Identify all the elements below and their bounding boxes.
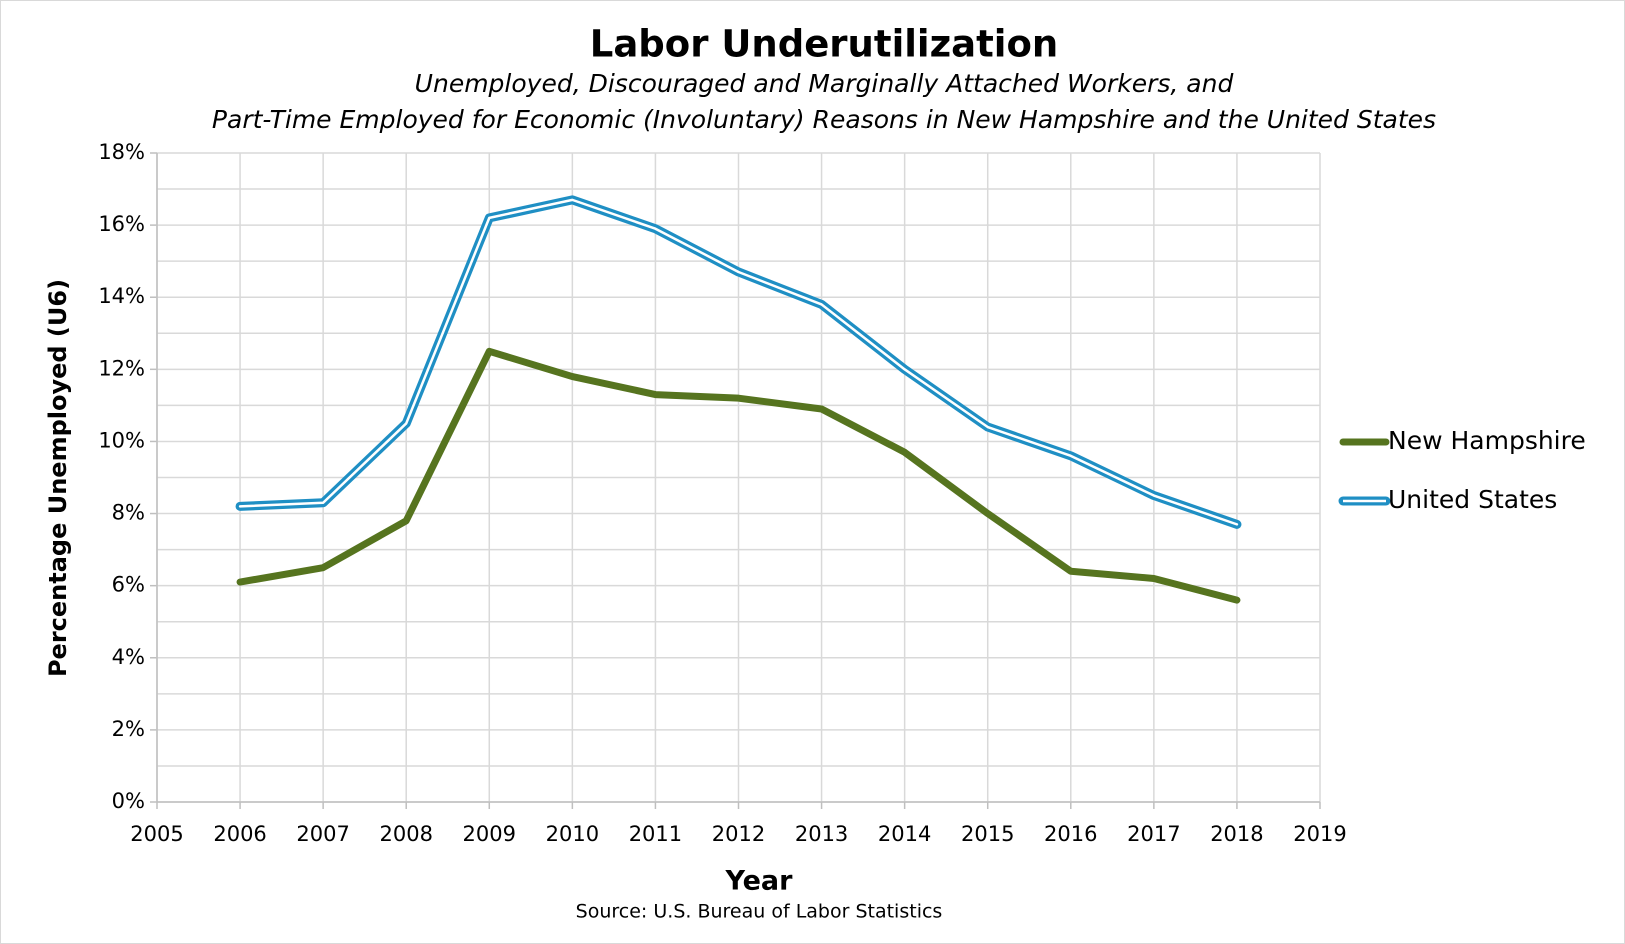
x-tick-label: 2005 [130, 822, 183, 846]
chart-title: Labor Underutilization [590, 23, 1059, 66]
x-tick-label: 2013 [795, 822, 848, 846]
y-tick-label: 4% [112, 645, 145, 669]
y-tick-label: 14% [98, 284, 145, 308]
x-tick-label: 2009 [463, 822, 516, 846]
x-tick-label: 2017 [1127, 822, 1180, 846]
x-tick-label: 2008 [379, 822, 432, 846]
chart-subtitle: Unemployed, Discouraged and Marginally A… [415, 69, 1234, 98]
y-axis-label: Percentage Unemployed (U6) [44, 279, 72, 677]
x-tick-label: 2018 [1210, 822, 1263, 846]
x-tick-label: 2014 [878, 822, 931, 846]
x-axis-label: Year [725, 866, 794, 897]
source-note: Source: U.S. Bureau of Labor Statistics [576, 901, 943, 923]
chart-subtitle: Part-Time Employed for Economic (Involun… [212, 105, 1436, 134]
y-tick-label: 12% [98, 356, 145, 380]
y-tick-label: 2% [112, 717, 145, 741]
y-tick-label: 16% [98, 212, 145, 236]
x-tick-label: 2006 [213, 822, 266, 846]
legend-label: United States [1388, 485, 1557, 514]
x-tick-label: 2016 [1044, 822, 1097, 846]
x-tick-label: 2015 [961, 822, 1014, 846]
x-tick-label: 2011 [629, 822, 682, 846]
x-tick-label: 2010 [546, 822, 599, 846]
x-tick-label: 2007 [296, 822, 349, 846]
x-tick-label: 2012 [712, 822, 765, 846]
legend-label: New Hampshire [1388, 426, 1586, 455]
y-tick-label: 6% [112, 573, 145, 597]
series-line-inner [238, 198, 1239, 526]
y-tick-label: 8% [112, 501, 145, 525]
series-line [236, 347, 1241, 604]
y-tick-label: 18% [98, 140, 145, 164]
x-tick-label: 2019 [1293, 822, 1346, 846]
y-tick-label: 0% [112, 789, 145, 813]
y-tick-label: 10% [98, 428, 145, 452]
